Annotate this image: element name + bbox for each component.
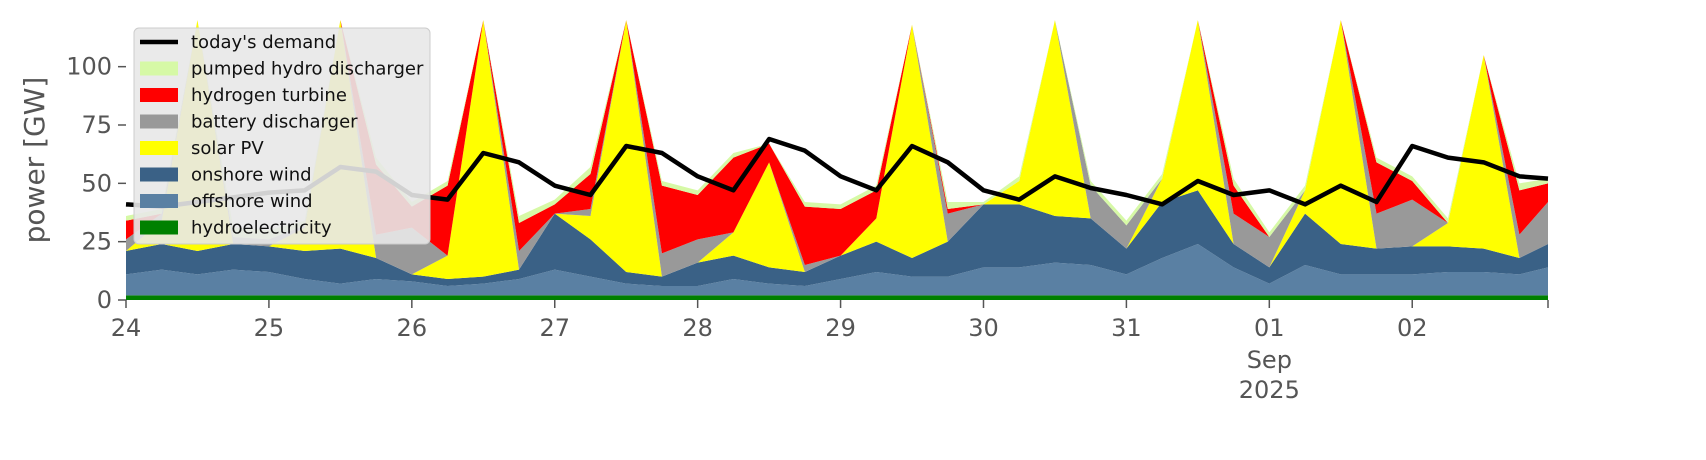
- legend-label: offshore wind: [191, 191, 313, 212]
- legend-label: hydroelectricity: [191, 218, 332, 239]
- area-hydroelectricity: [126, 295, 1548, 300]
- y-tick-label: 0: [97, 286, 112, 314]
- y-tick-label: 100: [66, 53, 112, 81]
- legend-swatch: [140, 61, 178, 76]
- y-axis: 0 25 50 75 100: [66, 53, 126, 314]
- x-tick-label: 31: [1111, 314, 1142, 342]
- legend-swatch: [140, 88, 178, 102]
- x-month-label: Sep: [1247, 346, 1292, 374]
- y-tick-label: 25: [81, 228, 112, 256]
- legend-label: today's demand: [191, 32, 336, 53]
- x-tick-label: 02: [1397, 314, 1428, 342]
- legend-label: solar PV: [191, 138, 264, 159]
- legend-label: pumped hydro discharger: [191, 59, 424, 80]
- legend-box: [133, 27, 431, 245]
- x-tick-label: 27: [539, 314, 570, 342]
- stacked-areas: [126, 20, 1548, 300]
- legend-swatch: [140, 114, 178, 129]
- legend-label: hydrogen turbine: [191, 85, 347, 106]
- y-tick-label: 50: [81, 169, 112, 197]
- y-axis-label: power [GW]: [18, 77, 51, 244]
- legend-label: onshore wind: [191, 165, 312, 186]
- area-hydrogen-turbine: [126, 20, 1548, 265]
- legend-swatch: [140, 141, 178, 155]
- legend-swatch: [140, 220, 178, 235]
- area-onshore-wind: [126, 190, 1548, 286]
- x-tick-label: 30: [968, 314, 999, 342]
- x-year-label: 2025: [1239, 376, 1300, 404]
- area-solar-pv: [126, 20, 1548, 279]
- x-tick-label: 01: [1254, 314, 1285, 342]
- x-tick-label: 24: [111, 314, 142, 342]
- legend: today's demand pumped hydro discharger hyd…: [133, 27, 431, 245]
- x-tick-label: 25: [254, 314, 285, 342]
- x-tick-label: 26: [397, 314, 428, 342]
- x-tick-label: 28: [682, 314, 713, 342]
- area-offshore-wind: [126, 244, 1548, 296]
- x-tick-label: 29: [825, 314, 856, 342]
- legend-swatch: [140, 194, 178, 208]
- legend-swatch: [140, 167, 178, 182]
- legend-label: battery discharger: [191, 112, 358, 133]
- y-tick-label: 75: [81, 111, 112, 139]
